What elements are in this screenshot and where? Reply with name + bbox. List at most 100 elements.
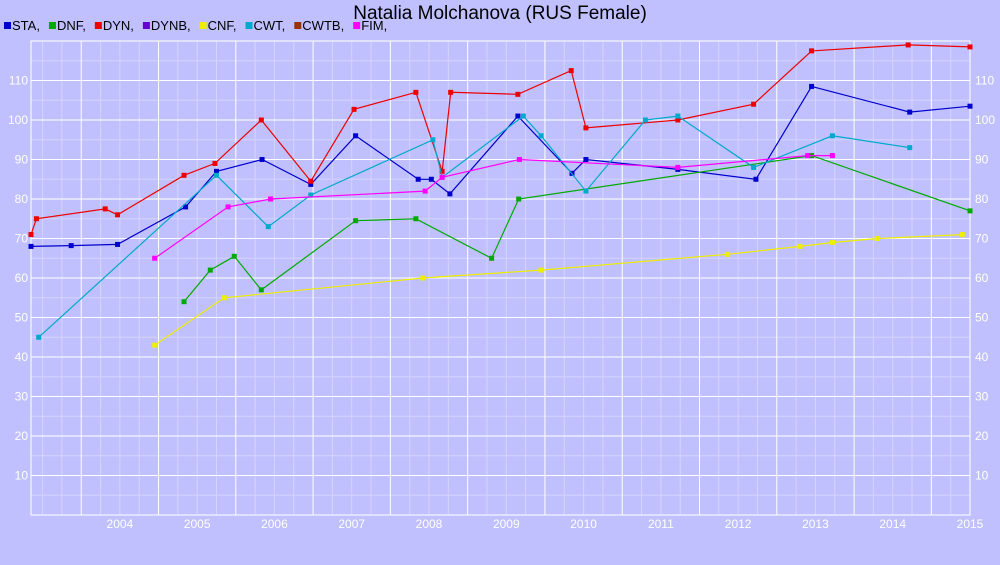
series-dyn xyxy=(28,42,973,238)
data-point xyxy=(181,172,187,178)
data-point xyxy=(515,113,521,119)
y-tick-label-left: 60 xyxy=(15,271,29,285)
data-point xyxy=(967,44,973,50)
y-tick-label-right: 40 xyxy=(975,350,989,364)
data-point xyxy=(520,113,526,119)
data-point xyxy=(351,106,357,112)
y-tick-label-right: 110 xyxy=(975,74,994,88)
y-axis-ticks-left: 10 20 30 40 50 60 70 80 90 100 110 xyxy=(8,74,28,483)
data-point xyxy=(231,253,237,259)
data-point xyxy=(809,83,815,89)
data-point xyxy=(829,239,835,245)
data-point xyxy=(28,232,34,238)
data-point xyxy=(439,168,445,174)
legend-label: CWTB, xyxy=(302,18,344,33)
data-point xyxy=(221,295,227,301)
x-tick-label: 2008 xyxy=(416,517,443,531)
data-point xyxy=(907,145,913,151)
y-tick-label-left: 50 xyxy=(15,311,29,325)
data-point xyxy=(415,176,421,182)
data-point xyxy=(439,174,445,180)
data-point xyxy=(583,188,589,194)
data-point xyxy=(115,241,121,247)
data-point xyxy=(413,216,419,222)
legend-swatch xyxy=(353,22,361,29)
data-point xyxy=(152,342,158,348)
series-dnf xyxy=(181,153,973,305)
y-tick-label-left: 20 xyxy=(15,429,29,443)
data-point xyxy=(959,232,965,238)
data-point xyxy=(583,157,589,162)
data-point xyxy=(642,117,648,123)
data-point xyxy=(538,133,544,139)
x-tick-label: 2004 xyxy=(107,517,134,531)
legend-label: CWT, xyxy=(254,18,286,33)
legend-swatch xyxy=(294,22,302,29)
x-tick-label: 2010 xyxy=(570,517,597,531)
data-point xyxy=(568,68,574,74)
data-point xyxy=(751,101,757,107)
legend-swatch xyxy=(199,22,207,29)
x-tick-label: 2009 xyxy=(493,517,520,531)
data-point xyxy=(515,91,521,97)
data-point xyxy=(583,125,589,131)
data-point xyxy=(353,218,359,224)
y-tick-label-left: 40 xyxy=(15,350,29,364)
data-point xyxy=(967,208,973,214)
data-point xyxy=(308,178,314,184)
y-tick-label-left: 70 xyxy=(15,232,29,246)
data-point xyxy=(751,164,757,170)
y-tick-label-left: 100 xyxy=(8,113,28,127)
data-point xyxy=(102,206,108,212)
data-point xyxy=(724,251,730,257)
data-point xyxy=(28,243,34,249)
data-point xyxy=(805,153,811,159)
legend-label: DNF, xyxy=(57,18,86,33)
y-tick-label-left: 30 xyxy=(15,390,29,404)
chart-title: Natalia Molchanova (RUS Female) xyxy=(353,3,647,24)
data-point xyxy=(829,133,835,139)
x-tick-label: 2014 xyxy=(879,517,906,531)
y-tick-label-left: 90 xyxy=(15,153,29,167)
data-point xyxy=(68,243,74,249)
data-point xyxy=(183,204,189,210)
y-tick-label-right: 30 xyxy=(975,390,989,404)
data-point xyxy=(516,196,522,202)
series-cnf xyxy=(152,232,965,348)
data-point xyxy=(753,176,759,182)
legend-swatch xyxy=(142,22,150,29)
legend-label: DYN, xyxy=(103,18,134,33)
data-point xyxy=(516,157,522,162)
y-tick-label-right: 10 xyxy=(975,469,989,483)
series-fim xyxy=(152,153,835,261)
data-point xyxy=(907,109,913,115)
series-cwt xyxy=(36,113,913,340)
x-tick-label: 2012 xyxy=(725,517,752,531)
data-point xyxy=(259,157,265,162)
major-grid xyxy=(31,41,970,515)
data-point xyxy=(213,172,219,178)
data-point xyxy=(422,188,428,194)
series-sta xyxy=(28,83,973,249)
legend: STA, DNF, DYN, DYNB, CNF, CWT, CWTB, FIM, xyxy=(4,18,387,33)
y-axis-ticks-right: 10 20 30 40 50 60 70 80 90 100 110 xyxy=(975,74,995,483)
data-point xyxy=(874,236,880,241)
data-point xyxy=(675,113,681,119)
legend-swatch xyxy=(48,22,56,29)
y-tick-label-right: 90 xyxy=(975,153,989,167)
data-point xyxy=(905,42,911,48)
series-line xyxy=(183,154,971,303)
data-point xyxy=(33,216,39,222)
legend-label: STA, xyxy=(12,18,40,33)
legend-label: DYNB, xyxy=(151,18,191,33)
data-point xyxy=(538,267,544,273)
data-point xyxy=(675,117,681,123)
data-point xyxy=(797,243,803,249)
data-point xyxy=(447,191,453,197)
y-tick-label-right: 80 xyxy=(975,192,989,206)
x-tick-label: 2015 xyxy=(957,517,984,531)
x-axis-ticks: 2004 2005 2006 2007 2008 2009 2010 2011 2012 2013… xyxy=(107,517,984,531)
legend-swatch xyxy=(94,22,102,29)
data-point xyxy=(225,204,231,210)
data-point xyxy=(489,255,495,261)
